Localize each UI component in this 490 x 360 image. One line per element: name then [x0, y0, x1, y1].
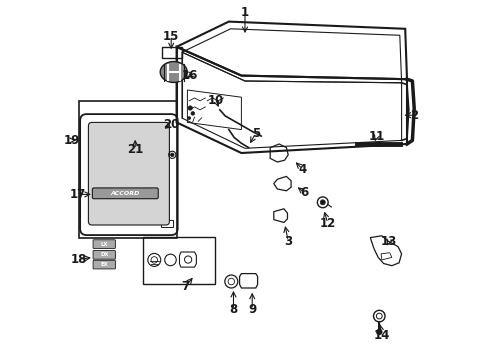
Text: 3: 3 — [284, 235, 292, 248]
Text: 19: 19 — [64, 134, 80, 147]
Text: 10: 10 — [208, 94, 224, 107]
Text: 9: 9 — [248, 303, 256, 316]
Text: 15: 15 — [163, 30, 179, 42]
FancyBboxPatch shape — [93, 260, 116, 269]
Text: DX: DX — [100, 252, 108, 257]
Circle shape — [376, 329, 382, 335]
Text: ACCORD: ACCORD — [111, 191, 140, 196]
Text: 8: 8 — [229, 303, 238, 316]
Text: 2: 2 — [410, 109, 418, 122]
Text: EX: EX — [100, 262, 108, 267]
Text: 6: 6 — [300, 186, 309, 199]
Text: 7: 7 — [181, 280, 190, 293]
Text: 1: 1 — [241, 6, 249, 19]
Circle shape — [171, 153, 174, 157]
Circle shape — [188, 106, 193, 110]
Text: 21: 21 — [127, 143, 144, 156]
Text: 4: 4 — [298, 163, 307, 176]
Circle shape — [188, 117, 191, 120]
Text: 13: 13 — [381, 235, 397, 248]
Text: 11: 11 — [368, 130, 385, 143]
Circle shape — [191, 112, 195, 115]
Text: 18: 18 — [71, 253, 87, 266]
Text: 5: 5 — [252, 127, 260, 140]
Text: 17: 17 — [70, 188, 86, 201]
FancyBboxPatch shape — [92, 188, 158, 199]
Text: 20: 20 — [163, 118, 179, 131]
Text: 16: 16 — [182, 69, 198, 82]
FancyBboxPatch shape — [93, 251, 116, 259]
FancyBboxPatch shape — [93, 240, 116, 248]
Ellipse shape — [160, 62, 187, 82]
Text: LX: LX — [100, 242, 108, 247]
FancyBboxPatch shape — [88, 122, 170, 225]
Text: 14: 14 — [373, 329, 390, 342]
Text: 12: 12 — [319, 217, 336, 230]
Circle shape — [320, 200, 325, 205]
